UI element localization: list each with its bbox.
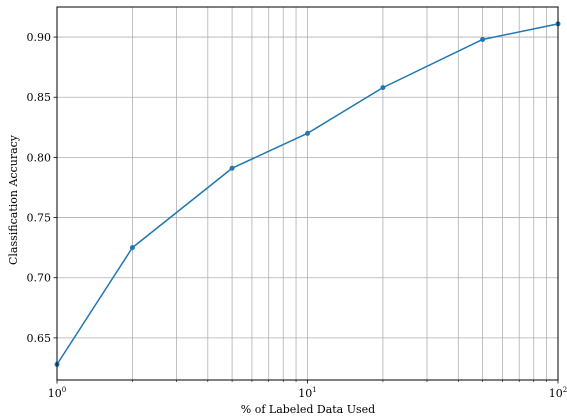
x-tick-label: 102 [549,386,567,400]
x-tick-label: 100 [48,386,66,400]
data-point [380,85,386,91]
chart-grid [56,7,559,380]
y-tick-label: 0.85 [27,91,52,104]
data-point [129,245,135,251]
y-tick-label: 0.80 [27,151,52,164]
data-point [480,36,486,42]
y-axis-title: Classification Accuracy [7,134,20,265]
y-tick-label: 0.65 [27,332,52,345]
y-tick-label: 0.90 [27,31,52,44]
y-axis-ticks: 0.65 0.70 0.75 0.80 0.85 0.90 [27,31,57,345]
x-axis-ticks: 100 101 102 [48,380,567,400]
y-tick-label: 0.70 [27,272,52,285]
x-tick-label: 101 [298,386,316,400]
data-point [229,165,235,171]
y-tick-label: 0.75 [27,212,52,225]
x-axis-title: % of Labeled Data Used [241,403,375,416]
data-point [305,130,310,136]
